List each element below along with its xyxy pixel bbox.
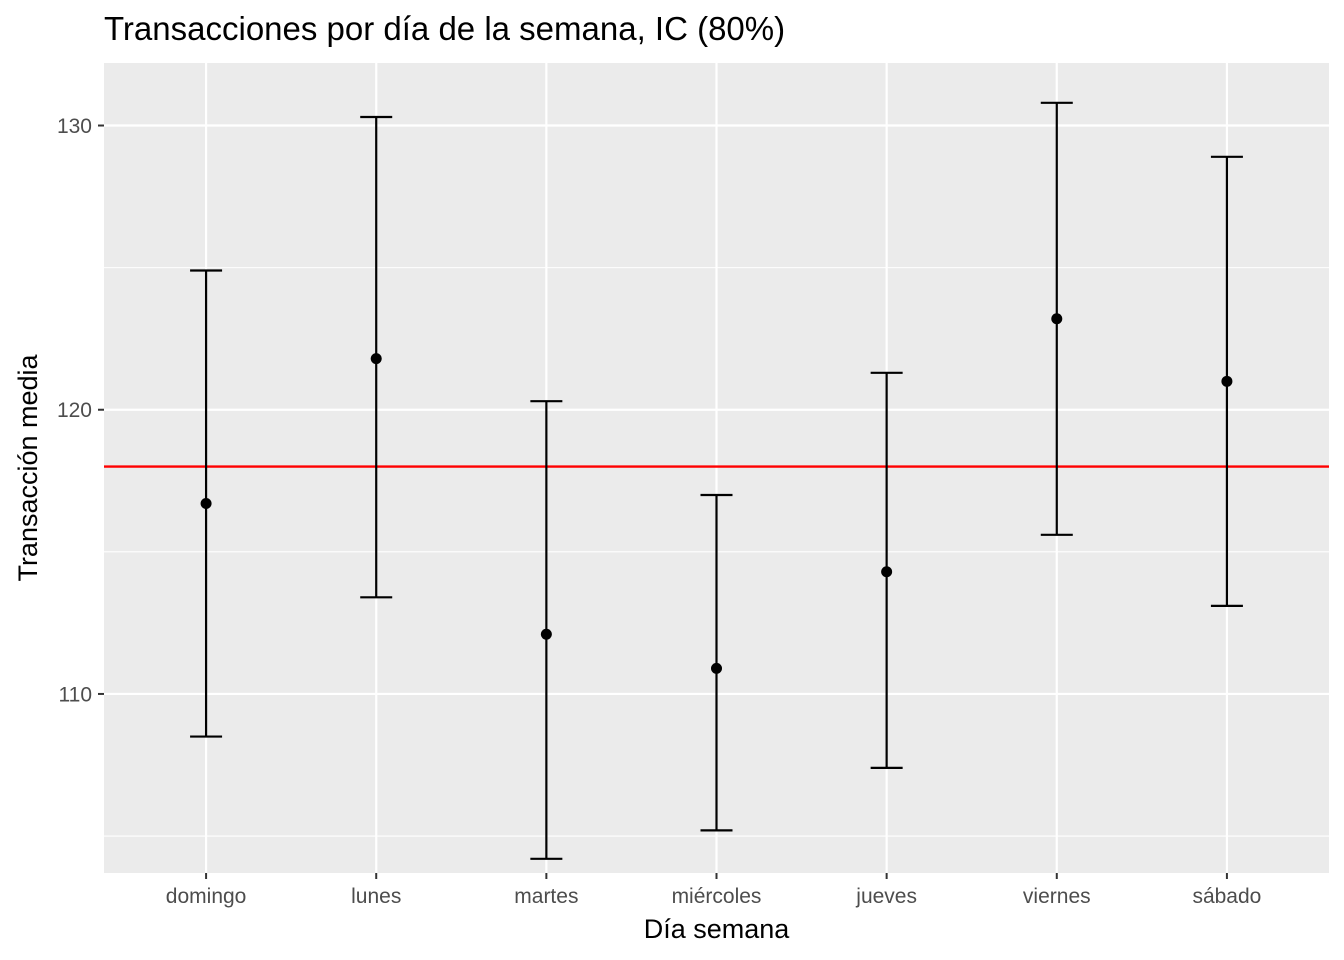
y-tick-label: 120 xyxy=(57,399,92,422)
chart-title: Transacciones por día de la semana, IC (… xyxy=(104,10,785,47)
x-axis-ticks: domingo lunes martes miércoles jueves viernes… xyxy=(166,873,1261,908)
x-tick-label: sábado xyxy=(1192,885,1261,908)
x-axis-title: Día semana xyxy=(644,914,791,944)
x-tick-label: martes xyxy=(514,885,578,908)
x-tick-label: lunes xyxy=(351,885,401,908)
points xyxy=(200,313,1233,674)
mean-point xyxy=(881,566,893,578)
mean-point xyxy=(711,662,722,674)
x-tick-label: miércoles xyxy=(672,885,762,908)
mean-point xyxy=(200,498,212,510)
y-axis-title: Transacción media xyxy=(13,353,43,581)
x-tick-label: viernes xyxy=(1023,885,1091,908)
mean-point xyxy=(1051,313,1063,325)
x-tick-label: domingo xyxy=(166,885,247,908)
y-tick-label: 130 xyxy=(57,115,92,138)
mean-point xyxy=(540,628,552,640)
y-axis-ticks: 110 120 130 xyxy=(57,115,104,706)
x-tick-label: jueves xyxy=(855,885,917,908)
y-tick-label: 110 xyxy=(59,683,92,706)
mean-point xyxy=(1221,375,1233,387)
mean-point xyxy=(370,353,382,365)
